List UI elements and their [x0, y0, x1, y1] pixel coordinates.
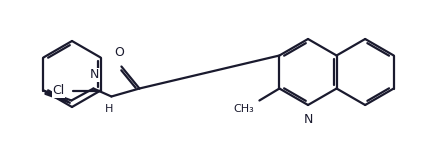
Text: CH₃: CH₃ — [234, 104, 255, 114]
Text: N: N — [303, 113, 313, 126]
Text: H: H — [105, 105, 113, 114]
Text: O: O — [114, 45, 124, 59]
Text: Cl: Cl — [52, 84, 65, 97]
Text: N: N — [90, 69, 99, 81]
